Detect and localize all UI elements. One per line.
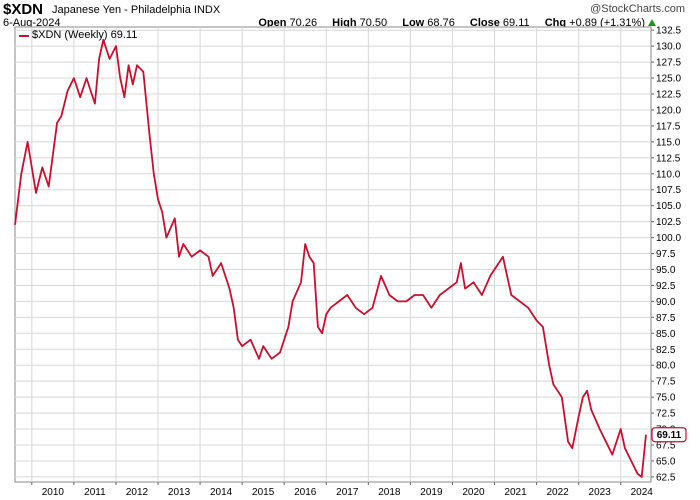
x-tick-label: 2021 bbox=[504, 487, 527, 498]
up-arrow-icon bbox=[648, 19, 656, 26]
security-title: Japanese Yen - Philadelphia bbox=[52, 4, 191, 16]
last-value-label: 69.11 bbox=[657, 430, 682, 441]
y-tick-label: 77.5 bbox=[656, 377, 676, 388]
y-tick-label: 127.5 bbox=[656, 58, 681, 69]
low-value: 68.76 bbox=[427, 17, 455, 29]
exchange: INDX bbox=[193, 4, 221, 16]
y-tick-label: 67.5 bbox=[656, 440, 676, 451]
chg-label: Chg bbox=[544, 17, 567, 29]
y-tick-label: 82.5 bbox=[656, 345, 676, 356]
y-tick-label: 97.5 bbox=[656, 249, 676, 260]
y-tick-label: 100.0 bbox=[656, 233, 681, 244]
low-label: Low bbox=[402, 17, 425, 29]
x-tick-label: 2013 bbox=[168, 487, 191, 498]
x-tick-label: 2011 bbox=[84, 487, 106, 498]
ohlc-bar: Open 70.26 High 70.50 Low 68.76 Close 69… bbox=[258, 17, 657, 29]
y-tick-label: 125.0 bbox=[656, 74, 681, 85]
last-value-box bbox=[651, 427, 687, 443]
price-line bbox=[14, 38, 647, 478]
x-tick-label: 2019 bbox=[420, 487, 443, 498]
y-tick-label: 92.5 bbox=[656, 281, 676, 292]
high-label: High bbox=[332, 17, 357, 29]
y-tick-label: 122.5 bbox=[656, 90, 681, 101]
high-value: 70.50 bbox=[359, 17, 388, 29]
y-tick-label: 110.0 bbox=[656, 169, 681, 180]
x-tick-label: 2017 bbox=[336, 487, 359, 498]
y-tick-label: 132.5 bbox=[656, 26, 681, 37]
y-tick-label: 115.0 bbox=[656, 137, 681, 148]
y-tick-label: 72.5 bbox=[656, 409, 676, 420]
x-tick-label: 2015 bbox=[252, 487, 275, 498]
y-tick-label: 75.0 bbox=[656, 393, 676, 404]
chart-legend: $XDN (Weekly) 69.11 bbox=[32, 29, 138, 41]
legend-swatch bbox=[19, 35, 29, 37]
x-tick-label: 2016 bbox=[294, 487, 317, 498]
y-tick-label: 112.5 bbox=[656, 153, 681, 164]
watermark: @StockCharts.com bbox=[590, 3, 685, 15]
close-value: 69.11 bbox=[502, 17, 530, 29]
x-tick-label: 2012 bbox=[126, 487, 149, 498]
y-tick-label: 120.0 bbox=[656, 105, 681, 116]
x-tick-label: 2010 bbox=[42, 487, 65, 498]
y-tick-label: 80.0 bbox=[656, 361, 676, 372]
y-tick-label: 85.0 bbox=[656, 329, 676, 340]
y-tick-label: 130.0 bbox=[656, 42, 681, 53]
y-tick-label: 87.5 bbox=[656, 313, 676, 324]
open-label: Open bbox=[258, 17, 287, 29]
y-tick-label: 105.0 bbox=[656, 201, 681, 212]
x-tick-label: 2022 bbox=[546, 487, 569, 498]
symbol: $XDN bbox=[3, 1, 44, 18]
y-tick-label: 107.5 bbox=[656, 185, 681, 196]
chart-header: $XDN Japanese Yen - Philadelphia INDX 6-… bbox=[0, 0, 700, 30]
y-tick-label: 95.0 bbox=[656, 265, 676, 276]
x-tick-label: 2018 bbox=[378, 487, 401, 498]
quote-date: 6-Aug-2024 bbox=[3, 17, 61, 29]
security-name: Japanese Yen - Philadelphia INDX bbox=[52, 4, 220, 16]
chg-value: +0.89 (+1.31%) bbox=[569, 17, 645, 29]
y-tick-label: 62.5 bbox=[656, 472, 676, 483]
plot-area bbox=[14, 26, 652, 483]
y-tick-label: 117.5 bbox=[656, 121, 681, 132]
x-tick-label: 2020 bbox=[462, 487, 485, 498]
x-tick-label: 2014 bbox=[210, 487, 233, 498]
y-tick-label: 102.5 bbox=[656, 217, 681, 228]
open-value: 70.26 bbox=[289, 17, 318, 29]
close-label: Close bbox=[469, 17, 500, 29]
y-tick-label: 65.0 bbox=[656, 456, 676, 467]
x-tick-label: 2023 bbox=[589, 487, 612, 498]
y-tick-label: 90.0 bbox=[656, 297, 676, 308]
x-tick-label: 2024 bbox=[631, 487, 654, 498]
